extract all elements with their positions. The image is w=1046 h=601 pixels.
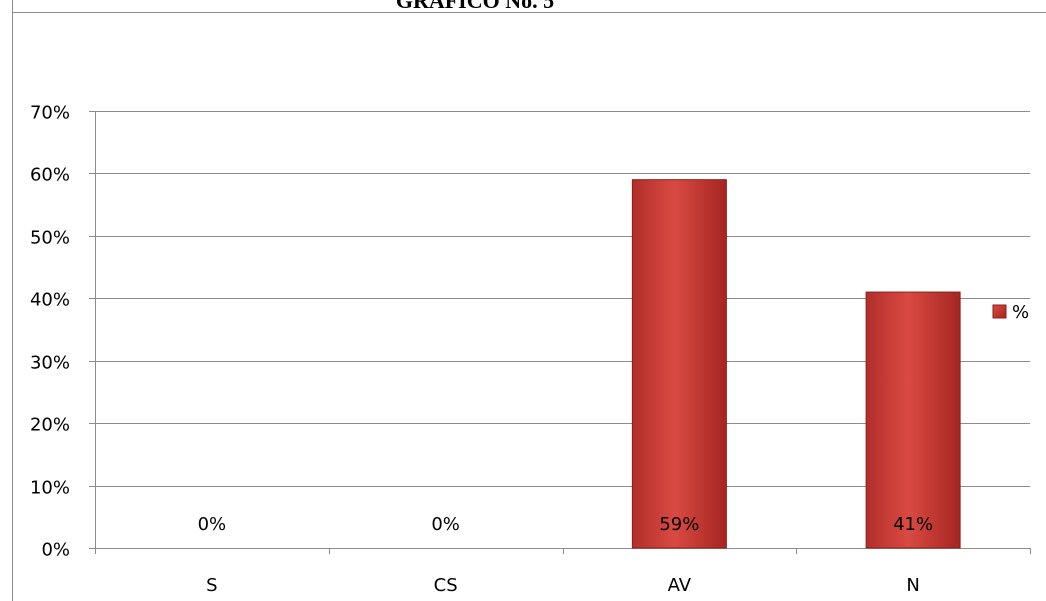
y-tick-label: 10% bbox=[30, 478, 70, 499]
y-tick-label: 0% bbox=[41, 540, 70, 561]
data-labels: 0% 0% 59% 41% bbox=[198, 514, 934, 535]
data-label: 0% bbox=[198, 514, 227, 535]
y-tick-label: 70% bbox=[30, 103, 70, 124]
x-tick-label: CS bbox=[434, 575, 458, 596]
axes: 0% 10% 20% 30% 40% 50% 60% 70% S CS AV N bbox=[30, 103, 1031, 596]
y-tick-label: 20% bbox=[30, 415, 70, 436]
chart-title-background bbox=[330, 0, 620, 12]
y-tick-label: 40% bbox=[30, 290, 70, 311]
legend: % bbox=[992, 302, 1029, 323]
data-label: 41% bbox=[893, 514, 933, 535]
y-tick-label: 60% bbox=[30, 165, 70, 186]
bar bbox=[631, 179, 727, 549]
x-tick-label: AV bbox=[668, 575, 692, 596]
y-tick-label: 30% bbox=[30, 353, 70, 374]
legend-label: % bbox=[1012, 302, 1029, 323]
x-tick-label: N bbox=[906, 575, 919, 596]
bar bbox=[865, 291, 961, 549]
legend-swatch bbox=[992, 304, 1007, 319]
data-label: 59% bbox=[659, 514, 699, 535]
y-tick-label: 50% bbox=[30, 228, 70, 249]
x-tick-label: S bbox=[206, 575, 217, 596]
chart-title: GRAFICO No. 5 bbox=[396, 0, 554, 13]
data-label: 0% bbox=[431, 514, 460, 535]
bars bbox=[631, 179, 961, 549]
